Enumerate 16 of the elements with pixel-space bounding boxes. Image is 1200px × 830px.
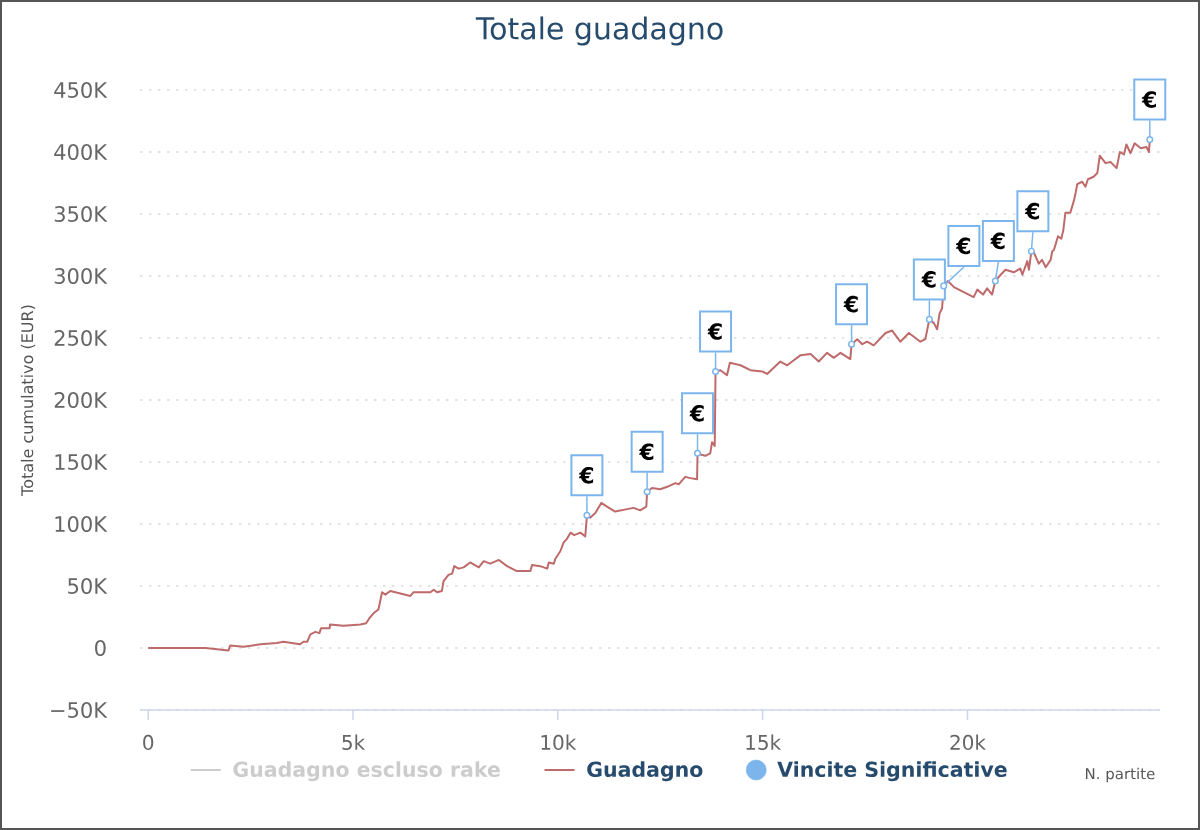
y-tick-label: 450K: [54, 82, 108, 98]
x-tick-label: 0: [143, 734, 154, 750]
y-tick-label: −50K: [51, 702, 108, 718]
y-tick-label: 350K: [54, 206, 108, 222]
x-tick-label: 5k: [342, 734, 366, 750]
y-tick-label: 150K: [55, 454, 108, 470]
y-tick-label: 200K: [54, 392, 108, 408]
y-tick-label: 100K: [55, 516, 108, 532]
y-tick-label: 0: [95, 640, 106, 656]
y-tick-label: 250K: [54, 330, 108, 346]
chart-title: Totale guadagno: [475, 16, 723, 46]
x-tick-label: 10k: [541, 734, 577, 750]
y-tick-label: 400K: [54, 144, 108, 160]
y-tick-label: 300K: [54, 268, 108, 284]
y-axis-title: Totale cumulativo (EUR): [20, 305, 36, 496]
y-tick-label: 50K: [68, 578, 108, 594]
